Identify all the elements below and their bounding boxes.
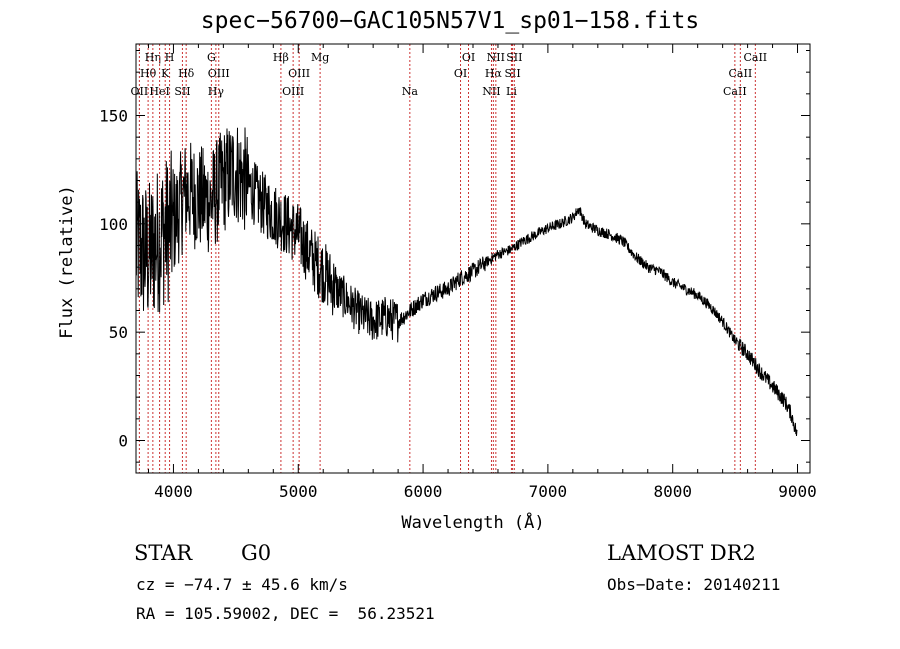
x-tick-label: 6000 xyxy=(404,482,443,501)
line-marker-label: G xyxy=(207,51,216,64)
y-tick-label: 50 xyxy=(109,323,128,342)
line-marker-label: OIII xyxy=(282,85,304,98)
line-marker-label: Hθ xyxy=(140,67,157,80)
line-marker-label: Hη xyxy=(145,51,161,64)
line-marker-label: H xyxy=(165,51,175,64)
star-subclass: G0 xyxy=(241,541,272,565)
line-marker-label: OI xyxy=(454,67,467,80)
y-tick-label: 0 xyxy=(118,432,128,451)
survey-name: LAMOST DR2 xyxy=(607,541,756,565)
chart-title: spec−56700−GAC105N57V1_sp01−158.fits xyxy=(200,8,700,34)
redshift-text: cz = −74.7 ± 45.6 km/s xyxy=(136,575,348,594)
star-class: STAR xyxy=(134,541,193,565)
x-axis-label: Wavelength (Å) xyxy=(401,511,544,533)
line-marker-label: Mg xyxy=(311,51,329,64)
x-tick-label: 8000 xyxy=(653,482,692,501)
obs-date-text: Obs−Date: 20140211 xyxy=(607,575,781,594)
line-marker-label: SII xyxy=(174,85,190,98)
line-marker-label: OI xyxy=(462,51,475,64)
x-tick-label: 9000 xyxy=(778,482,817,501)
series-layer xyxy=(135,127,798,437)
spectrum-line xyxy=(135,127,798,437)
x-tick-label: 5000 xyxy=(279,482,318,501)
line-marker-label: K xyxy=(161,67,170,80)
line-marker-label: SII xyxy=(506,51,522,64)
line-marker-label: SII xyxy=(504,67,520,80)
line-marker-label: NII xyxy=(487,51,505,64)
line-marker-label: HeI xyxy=(149,85,169,98)
y-tick-label: 150 xyxy=(99,107,128,126)
line-marker-label: Hβ xyxy=(273,51,289,64)
line-marker-label: Hα xyxy=(485,67,503,80)
y-axis-label: Flux (relative) xyxy=(57,185,77,339)
line-marker-label: NII xyxy=(482,85,500,98)
axes-layer: 4000 5000 6000 7000 8000 9000 0 50 100 150 xyxy=(99,44,817,501)
x-tick-label: 7000 xyxy=(529,482,568,501)
x-tick-label: 4000 xyxy=(154,482,193,501)
line-markers: OIIHθHηHeIKHSIIHδGHγOIIIHβOIIIOIIIMgNaOI… xyxy=(131,44,767,473)
plot-frame xyxy=(135,43,811,474)
line-marker-label: Hγ xyxy=(208,85,225,98)
line-marker-label: Li xyxy=(506,85,517,98)
line-marker-label: OII xyxy=(131,85,149,98)
line-marker-label: Hδ xyxy=(178,67,195,80)
ra-dec-text: RA = 105.59002, DEC = 56.23521 xyxy=(136,604,435,623)
line-marker-label: OIII xyxy=(288,67,310,80)
line-marker-label: CaII xyxy=(729,67,753,80)
line-marker-label: CaII xyxy=(743,51,767,64)
y-tick-label: 100 xyxy=(99,215,128,234)
line-marker-label: CaII xyxy=(723,85,747,98)
line-marker-label: OIII xyxy=(208,67,230,80)
line-marker-label: Na xyxy=(402,85,419,98)
